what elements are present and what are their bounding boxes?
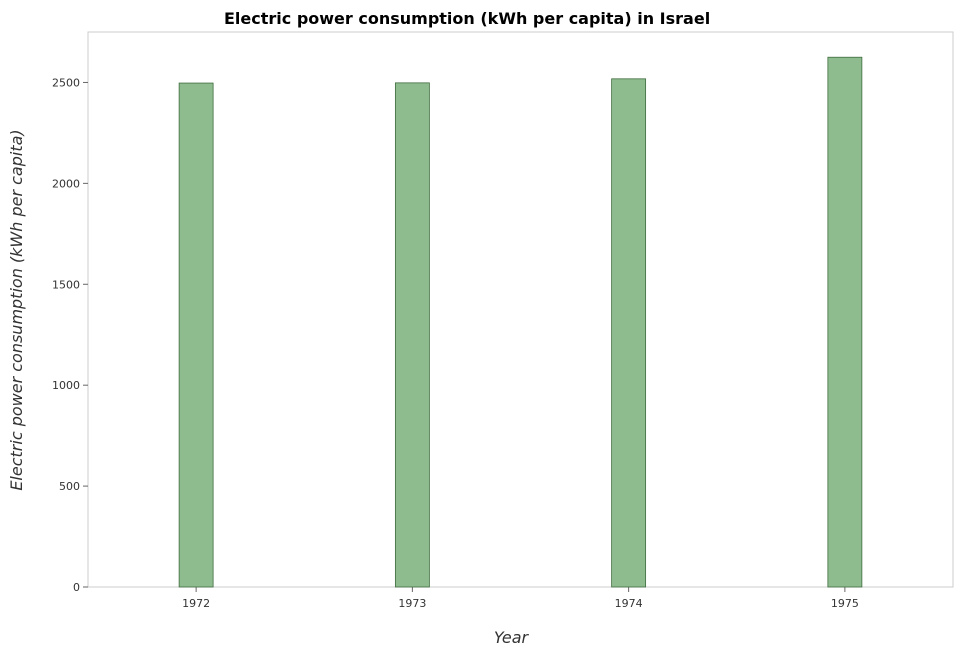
y-axis-label: Electric power consumption (kWh per capi… <box>7 129 26 490</box>
y-tick-label: 2000 <box>52 177 80 190</box>
y-tick-label: 1500 <box>52 278 80 291</box>
x-tick-label: 1972 <box>182 597 210 610</box>
chart-title: Electric power consumption (kWh per capi… <box>224 9 710 28</box>
bars-group <box>178 56 863 588</box>
bar-1973 <box>394 82 430 588</box>
bar-1974 <box>611 78 647 588</box>
x-axis: 1972 1973 1974 1975 <box>182 587 859 610</box>
y-tick-label: 2500 <box>52 76 80 89</box>
x-tick-label: 1973 <box>398 597 426 610</box>
y-tick-label: 1000 <box>52 379 80 392</box>
y-tick-label: 500 <box>59 480 80 493</box>
y-tick-label: 0 <box>73 581 80 594</box>
bar-1972 <box>178 82 214 588</box>
x-axis-label: Year <box>494 628 530 647</box>
x-tick-label: 1975 <box>831 597 859 610</box>
y-axis: 0 500 1000 1500 2000 2500 <box>52 76 88 594</box>
plot-frame <box>87 31 954 588</box>
bar-1975 <box>827 56 863 588</box>
x-tick-label: 1974 <box>615 597 643 610</box>
